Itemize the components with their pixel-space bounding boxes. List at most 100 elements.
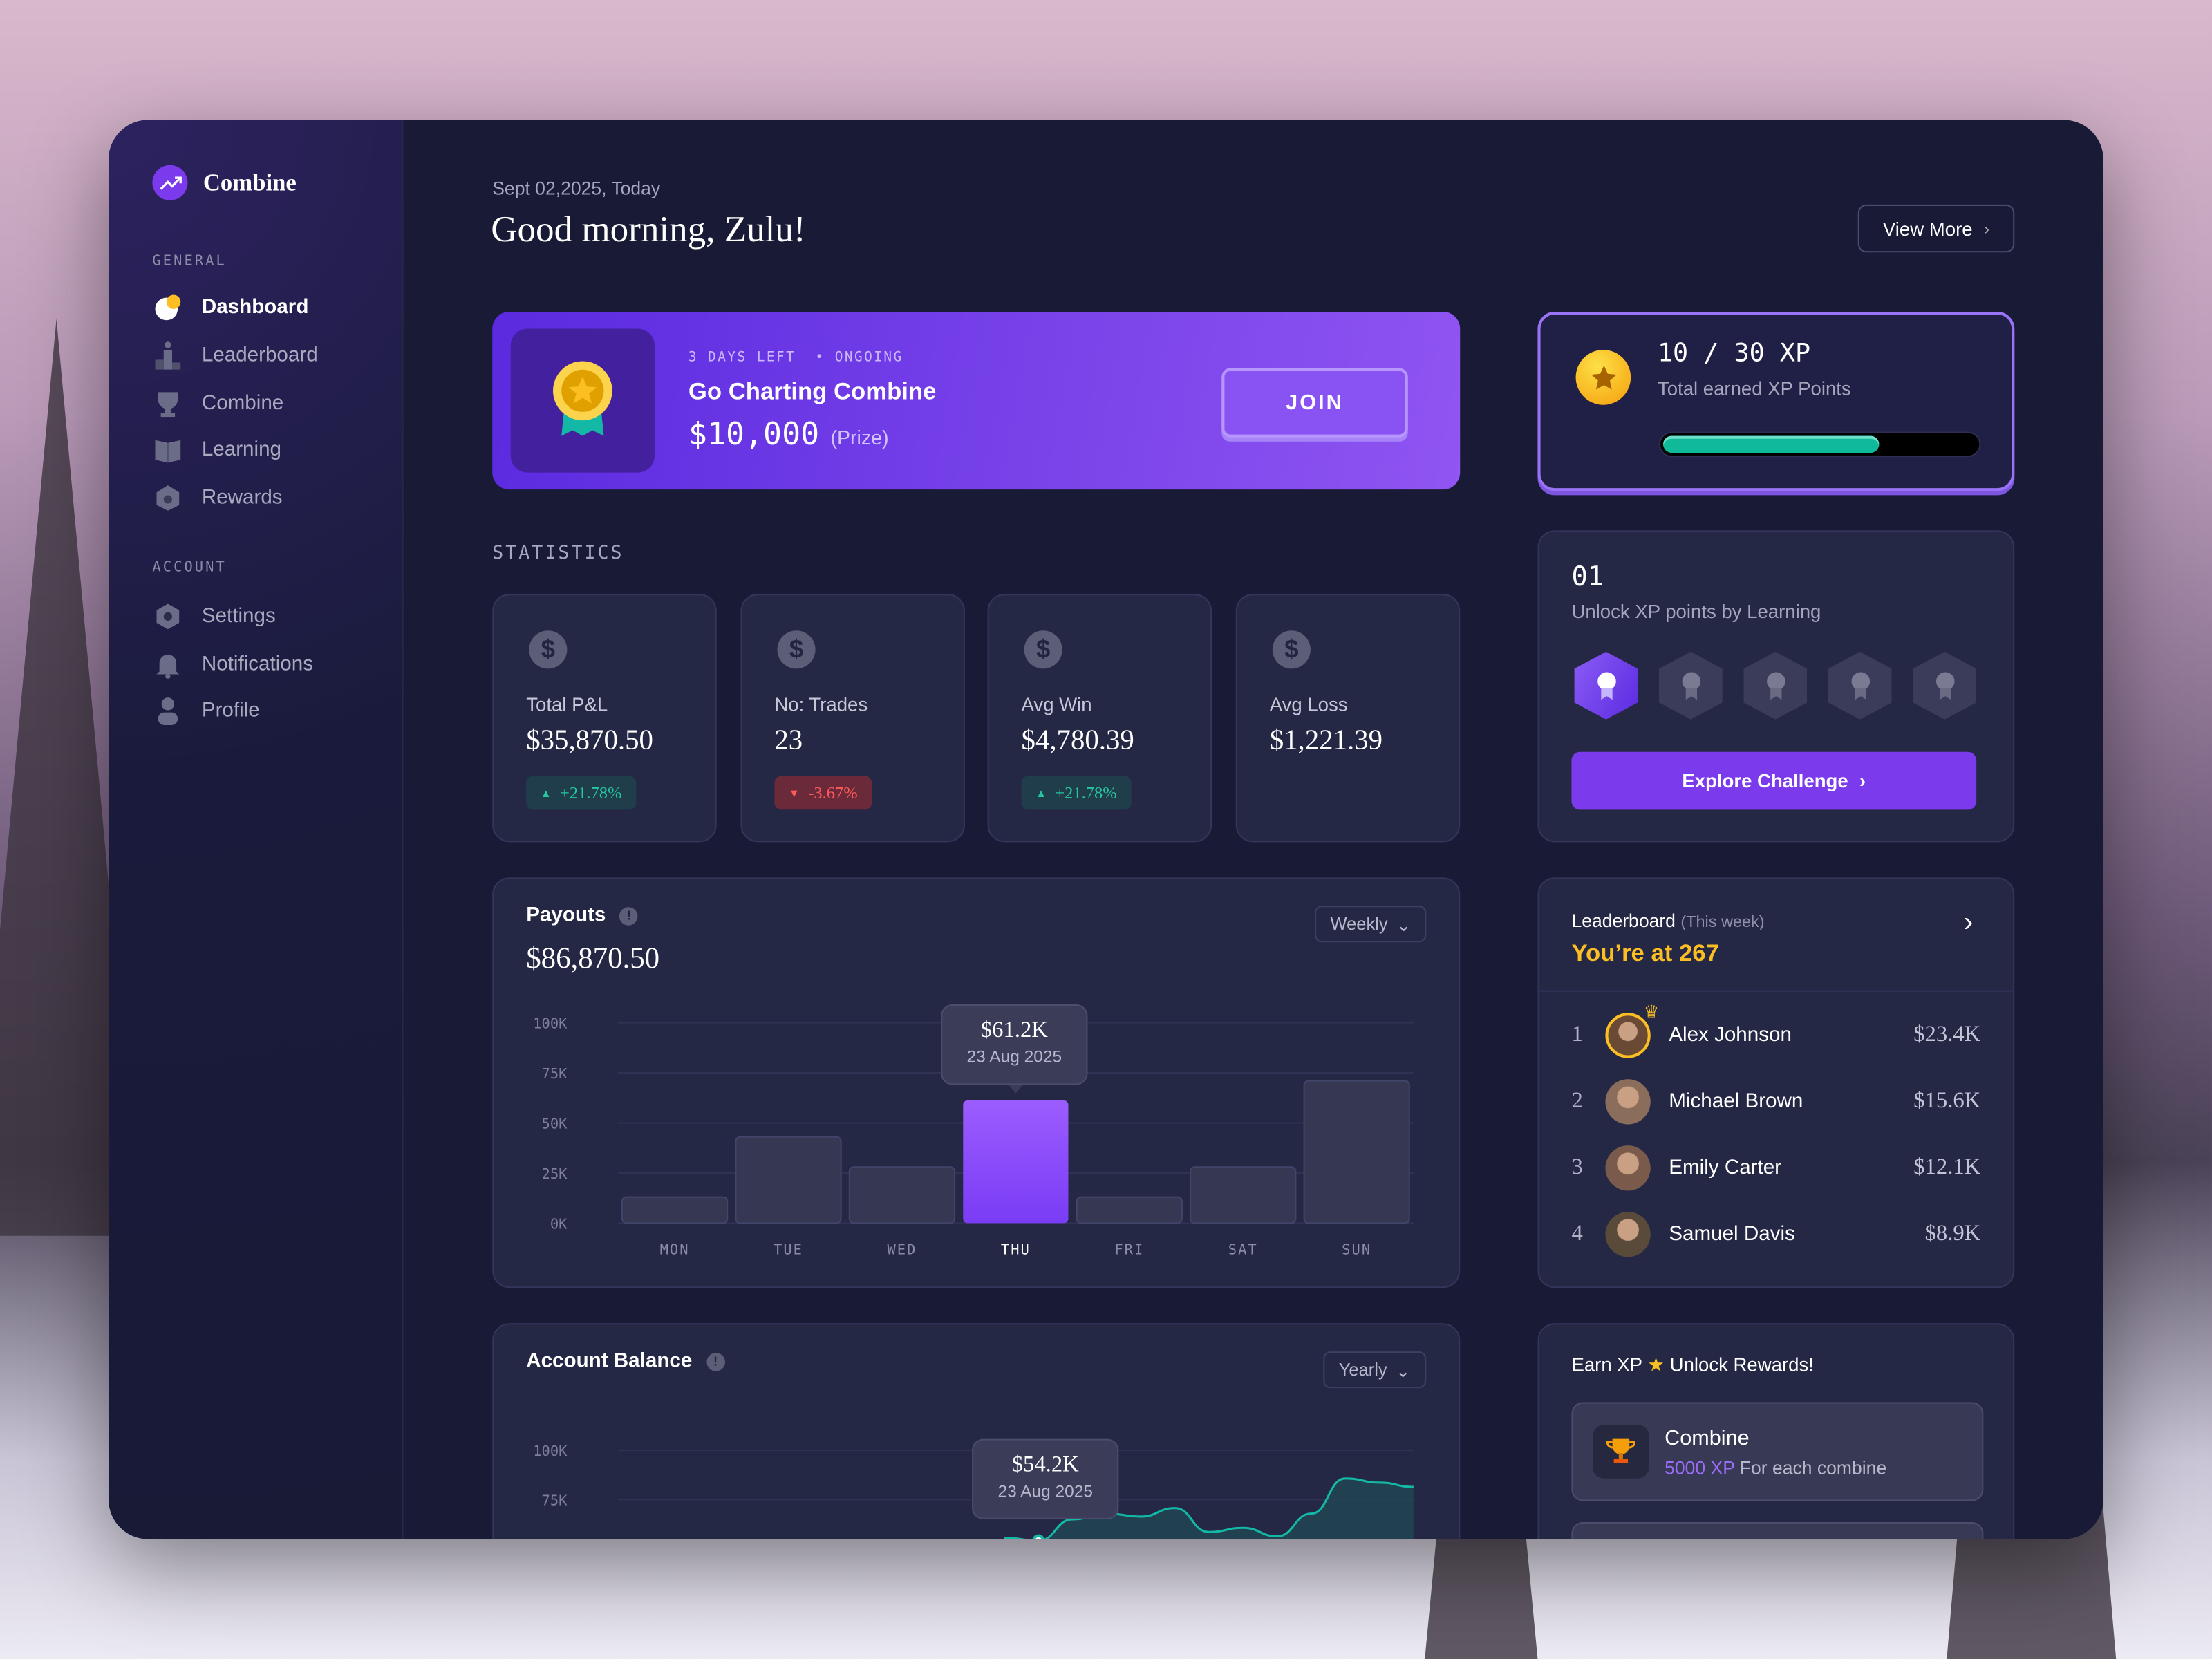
user-name: Emily Carter — [1669, 1156, 1782, 1180]
bar[interactable] — [621, 1196, 729, 1224]
book-icon — [152, 435, 183, 466]
sidebar-item-label: Notifications — [201, 653, 314, 676]
leaderboard-row[interactable]: 3 Emily Carter $12.1K — [1571, 1140, 1980, 1197]
reward-item[interactable] — [1571, 1522, 1984, 1539]
chevron-right-icon: › — [1859, 770, 1866, 791]
bar[interactable] — [735, 1136, 842, 1224]
sidebar-item-dashboard[interactable]: Dashboard — [152, 292, 308, 323]
y-tick-label: 75K — [542, 1492, 568, 1509]
challenge-card: 01 Unlock XP points by Learning Explore … — [1537, 530, 2015, 843]
user-name: Michael Brown — [1669, 1090, 1803, 1114]
star-coin-icon — [1575, 350, 1631, 405]
sidebar-item-label: Dashboard — [201, 296, 309, 319]
stat-label: No: Trades — [774, 694, 868, 715]
sidebar-item-combine[interactable]: Combine — [152, 388, 283, 419]
reward-item[interactable]: Combine 5000 XP For each combine — [1571, 1402, 1984, 1501]
leaderboard-row[interactable]: 2 Michael Brown $15.6K — [1571, 1074, 1980, 1130]
rank: 1 — [1571, 1022, 1583, 1047]
page-title: Good morning, Zulu! — [491, 209, 806, 250]
bar[interactable] — [1190, 1166, 1297, 1224]
locked-badge-icon[interactable] — [1658, 651, 1723, 720]
prize-label: (Prize) — [830, 426, 889, 449]
period-value: Weekly — [1330, 914, 1388, 935]
sidebar-item-notifications[interactable]: Notifications — [152, 649, 313, 680]
join-button[interactable]: JOIN — [1221, 368, 1408, 438]
stat-card: $ Avg Loss $1,221.39 — [1235, 594, 1461, 843]
user-amount: $12.1K — [1913, 1155, 1981, 1180]
sidebar-item-profile[interactable]: Profile — [152, 695, 260, 727]
explore-challenge-button[interactable]: Explore Challenge › — [1571, 751, 1977, 810]
y-tick-label: 0K — [550, 1216, 568, 1232]
locked-badge-icon[interactable] — [1913, 651, 1977, 720]
bar[interactable] — [1076, 1196, 1183, 1224]
leaderboard-card: Leaderboard (This week) You’re at 267 › … — [1537, 877, 2015, 1288]
user-amount: $15.6K — [1913, 1089, 1981, 1114]
user-icon — [152, 695, 183, 727]
bell-icon — [152, 649, 183, 680]
locked-badge-icon[interactable] — [1743, 651, 1808, 720]
sidebar: Combine GENERAL Dashboard Leaderboard Co… — [109, 120, 404, 1539]
divider — [1539, 990, 2014, 992]
sidebar-item-label: Combine — [201, 392, 284, 415]
dollar-icon: $ — [1272, 630, 1311, 669]
stat-value: $1,221.39 — [1269, 724, 1382, 756]
challenge-subtitle: Unlock XP points by Learning — [1571, 601, 1821, 622]
stat-label: Total P&L — [526, 694, 608, 715]
x-tick-label: THU — [1001, 1241, 1031, 1257]
sidebar-item-settings[interactable]: Settings — [152, 601, 276, 632]
avatar: ♛ — [1605, 1002, 1659, 1058]
reward-bag-icon — [152, 482, 183, 514]
combine-title: Go Charting Combine — [688, 377, 937, 405]
gear-icon — [152, 601, 183, 632]
tooltip-value: $61.2K — [980, 1018, 1048, 1043]
leaderboard-row[interactable]: 1 ♛ Alex Johnson $23.4K — [1571, 1002, 1980, 1064]
info-icon[interactable]: ! — [619, 906, 639, 926]
dollar-icon: $ — [1024, 630, 1062, 669]
period-dropdown[interactable]: Weekly ⌄ — [1315, 906, 1427, 943]
status-badge: • ONGOING — [815, 350, 903, 366]
payouts-tooltip: $61.2K 23 Aug 2025 — [941, 1004, 1088, 1085]
sidebar-item-learning[interactable]: Learning — [152, 435, 281, 466]
rank: 2 — [1571, 1089, 1583, 1114]
leaderboard-row[interactable]: 4 Samuel Davis $8.9K — [1571, 1206, 1980, 1263]
xp-value: 10 / 30 XP — [1657, 338, 1811, 368]
bar[interactable] — [963, 1100, 1069, 1224]
x-tick-label: FRI — [1114, 1241, 1144, 1257]
explore-challenge-label: Explore Challenge — [1682, 770, 1848, 791]
chevron-right-icon[interactable]: › — [1963, 907, 1974, 939]
view-more-button[interactable]: View More › — [1857, 204, 2015, 253]
x-tick-label: WED — [887, 1241, 917, 1257]
bar[interactable] — [1303, 1080, 1410, 1224]
bar[interactable] — [848, 1166, 956, 1224]
tooltip-pointer — [1009, 1085, 1023, 1094]
rewards-card: Earn XP ★ Unlock Rewards! Combine 5000 X… — [1537, 1323, 2015, 1539]
avatar — [1605, 1145, 1651, 1191]
rewards-title: Unlock Rewards! — [1669, 1354, 1814, 1376]
period-dropdown[interactable]: Yearly ⌄ — [1323, 1351, 1426, 1389]
info-icon[interactable]: ! — [706, 1352, 725, 1371]
leaderboard-position: You’re at 267 — [1571, 939, 1719, 966]
logo[interactable]: Combine — [152, 165, 297, 200]
x-tick-label: SUN — [1342, 1241, 1371, 1257]
avatar — [1605, 1212, 1651, 1257]
sidebar-item-label: Leaderboard — [201, 344, 318, 367]
tooltip-value: $54.2K — [1011, 1453, 1079, 1477]
y-tick-label: 100K — [533, 1015, 568, 1032]
rank: 4 — [1571, 1221, 1583, 1246]
locked-badge-icon[interactable] — [1828, 651, 1892, 720]
payouts-bar-chart: 100K 75K 50K 25K 0K MON TUE WED THU FRI SAT SUN — [533, 1015, 1414, 1257]
highlight-point[interactable] — [1032, 1534, 1045, 1539]
sidebar-item-label: Profile — [201, 700, 260, 722]
unlocked-badge-icon[interactable] — [1574, 651, 1638, 720]
x-tick-label: MON — [660, 1241, 690, 1257]
challenge-number: 01 — [1571, 561, 1604, 593]
arrow-up-icon: ▲ — [1035, 786, 1047, 800]
medal-icon — [510, 328, 655, 473]
rank: 3 — [1571, 1155, 1583, 1180]
sidebar-item-leaderboard[interactable]: Leaderboard — [152, 340, 318, 371]
app-name: Combine — [203, 168, 297, 196]
change-value: +21.78% — [560, 782, 622, 803]
arrow-down-icon: ▼ — [788, 786, 800, 800]
x-tick-label: SAT — [1228, 1241, 1258, 1257]
sidebar-item-rewards[interactable]: Rewards — [152, 482, 283, 514]
